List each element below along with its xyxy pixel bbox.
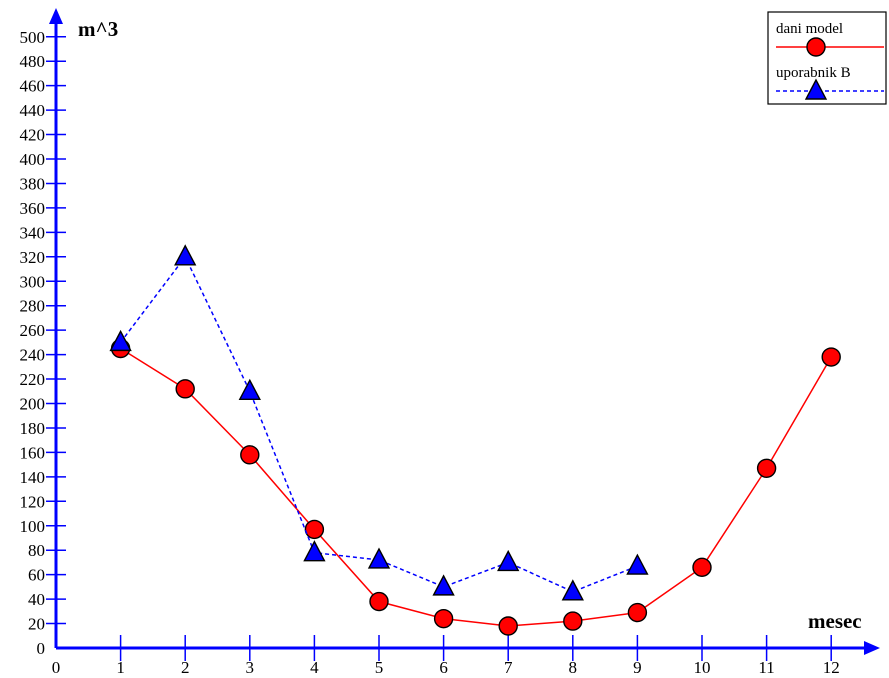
x-tick-label: 12 xyxy=(823,658,840,677)
y-tick-label: 400 xyxy=(20,150,46,169)
data-point xyxy=(498,616,518,636)
y-tick-label: 300 xyxy=(20,272,46,291)
legend-marker xyxy=(806,37,826,57)
series-layer xyxy=(109,244,841,636)
data-point xyxy=(174,244,197,266)
y-tick-label: 240 xyxy=(20,346,46,365)
x-tick-label: 11 xyxy=(758,658,774,677)
data-point xyxy=(561,579,584,601)
y-tick-label: 440 xyxy=(20,101,46,120)
series-line xyxy=(120,255,638,593)
y-tick-label: 220 xyxy=(20,370,46,389)
data-point xyxy=(240,445,260,465)
x-tick-label: 7 xyxy=(504,658,513,677)
data-point xyxy=(563,611,583,631)
legend-label: uporabnik B xyxy=(776,65,851,81)
x-tick-label: 10 xyxy=(694,658,711,677)
y-tick-label: 20 xyxy=(28,615,45,634)
x-axis-arrow xyxy=(864,641,880,655)
y-tick-label: 480 xyxy=(20,52,46,71)
y-tick-label: 140 xyxy=(20,468,46,487)
data-point xyxy=(432,574,455,596)
series-1 xyxy=(110,338,841,636)
x-tick-label: 8 xyxy=(569,658,578,677)
data-point xyxy=(626,553,649,575)
x-tick-label: 2 xyxy=(181,658,190,677)
axes: 0 1 2 3 4 5 6 7 8 9 10 11 12020406080100120140160180… xyxy=(20,8,880,677)
y-tick-label: 0 xyxy=(37,639,46,658)
data-point xyxy=(756,458,777,478)
data-point xyxy=(497,549,520,572)
data-point xyxy=(238,378,261,400)
data-point xyxy=(175,379,195,399)
data-point xyxy=(433,608,454,629)
x-tick-label: 0 xyxy=(52,658,61,677)
x-tick-label: 9 xyxy=(633,658,642,677)
data-point xyxy=(304,519,325,540)
y-tick-label: 60 xyxy=(28,566,45,585)
legend-marker xyxy=(804,78,828,100)
legend-box xyxy=(767,11,887,105)
data-point xyxy=(109,329,132,352)
y-tick-label: 360 xyxy=(20,199,46,218)
x-tick-label: 5 xyxy=(375,658,384,677)
x-tick-label: 1 xyxy=(116,658,125,677)
y-axis-arrow xyxy=(49,8,63,24)
y-tick-label: 500 xyxy=(20,28,46,47)
x-tick-label: 4 xyxy=(310,658,319,677)
legend: dani model uporabnik B xyxy=(767,11,887,105)
data-point xyxy=(303,540,326,562)
y-tick-label: 280 xyxy=(20,297,46,316)
data-point xyxy=(369,591,389,612)
x-tick-label: 6 xyxy=(439,658,448,677)
data-point xyxy=(692,557,712,578)
y-tick-label: 200 xyxy=(20,395,46,414)
data-point xyxy=(367,547,391,569)
y-axis-title: m^3 xyxy=(78,17,118,41)
legend-label: dani model xyxy=(776,21,843,37)
y-tick-label: 340 xyxy=(20,223,46,242)
series-line xyxy=(120,347,832,627)
y-tick-label: 160 xyxy=(20,443,46,462)
x-tick-label: 3 xyxy=(246,658,255,677)
y-tick-label: 180 xyxy=(20,419,46,438)
y-tick-label: 120 xyxy=(20,492,46,511)
y-tick-label: 40 xyxy=(28,590,45,609)
y-tick-label: 460 xyxy=(20,77,46,96)
y-tick-label: 260 xyxy=(20,321,46,340)
data-point xyxy=(821,347,841,367)
y-tick-label: 420 xyxy=(20,126,46,145)
y-tick-label: 320 xyxy=(20,248,46,267)
data-point xyxy=(627,602,648,623)
y-tick-label: 80 xyxy=(28,541,45,560)
y-tick-label: 100 xyxy=(20,517,46,536)
series-2 xyxy=(109,244,649,601)
x-axis-title: mesec xyxy=(808,609,862,633)
y-tick-label: 380 xyxy=(20,174,46,193)
